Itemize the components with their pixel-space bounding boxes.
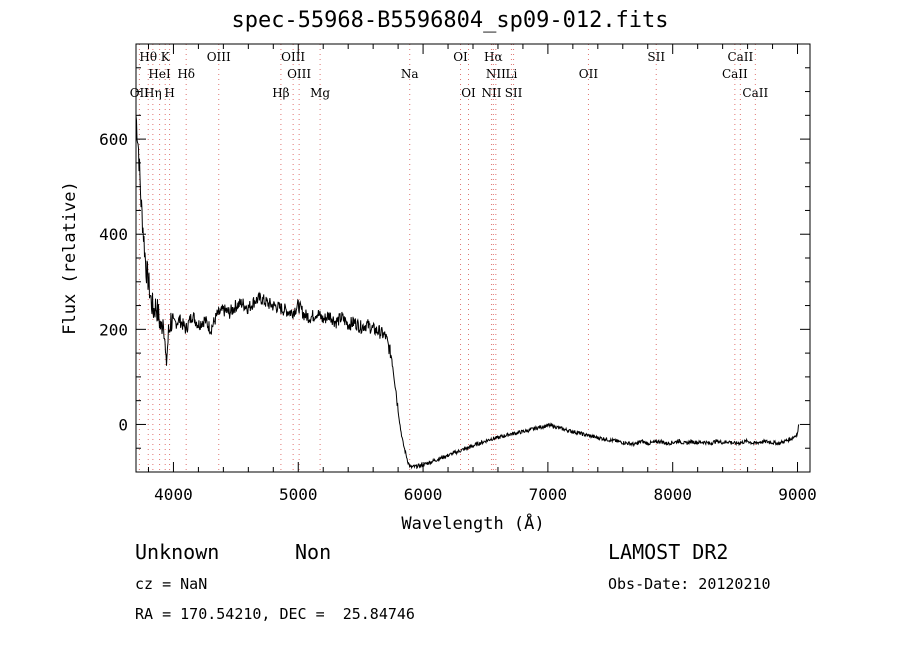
line-label: OI [461,86,476,100]
line-label: HeI [148,67,171,81]
line-label: Na [401,67,419,81]
y-tick-label: 200 [99,320,128,339]
line-label: OIII [207,50,231,64]
line-label: CaII [722,67,748,81]
line-label: H [164,86,174,100]
line-label: Hα [484,50,503,64]
subclass-label: Non [295,540,332,564]
x-tick-label: 5000 [279,485,318,504]
line-label: Hδ [177,67,195,81]
plot-frame [135,43,811,473]
line-label: Hβ [272,86,289,100]
coordinates-label: RA = 170.54210, DEC = 25.84746 [135,605,415,623]
line-label: OI [453,50,468,64]
spectrum-line [135,115,800,470]
line-label: CaII [727,50,753,64]
line-label: NII [486,67,506,81]
line-label: OIII [287,67,311,81]
line-label: Mg [310,86,330,100]
x-axis-label: Wavelength (Å) [401,512,544,534]
line-label: Hη [144,86,162,100]
chart-title: spec-55968-B5596804_sp09-012.fits [231,8,669,33]
survey-label: LAMOST DR2 [608,540,729,564]
x-tick-label: 9000 [778,485,817,504]
line-label: OIII [281,50,305,64]
obs-date-label: Obs-Date: 20120210 [608,575,771,593]
x-tick-label: 4000 [154,485,193,504]
y-tick-label: 400 [99,225,128,244]
line-label: SII [647,50,665,64]
y-tick-label: 600 [99,130,128,149]
line-label: Li [506,67,518,81]
line-label: K [161,50,171,64]
y-axis-label: Flux (relative) [60,181,80,335]
y-tick-label: 0 [118,415,128,434]
x-tick-label: 6000 [404,485,443,504]
line-label: SII [505,86,523,100]
class-label: Unknown [135,540,220,564]
line-label: OII [579,67,599,81]
redshift-label: cz = NaN [135,575,208,593]
x-tick-label: 7000 [529,485,568,504]
line-label: CaII [742,86,768,100]
line-label: OII [130,86,150,100]
line-label: NII [481,86,501,100]
x-tick-label: 8000 [653,485,692,504]
line-label: Hθ [139,50,157,64]
